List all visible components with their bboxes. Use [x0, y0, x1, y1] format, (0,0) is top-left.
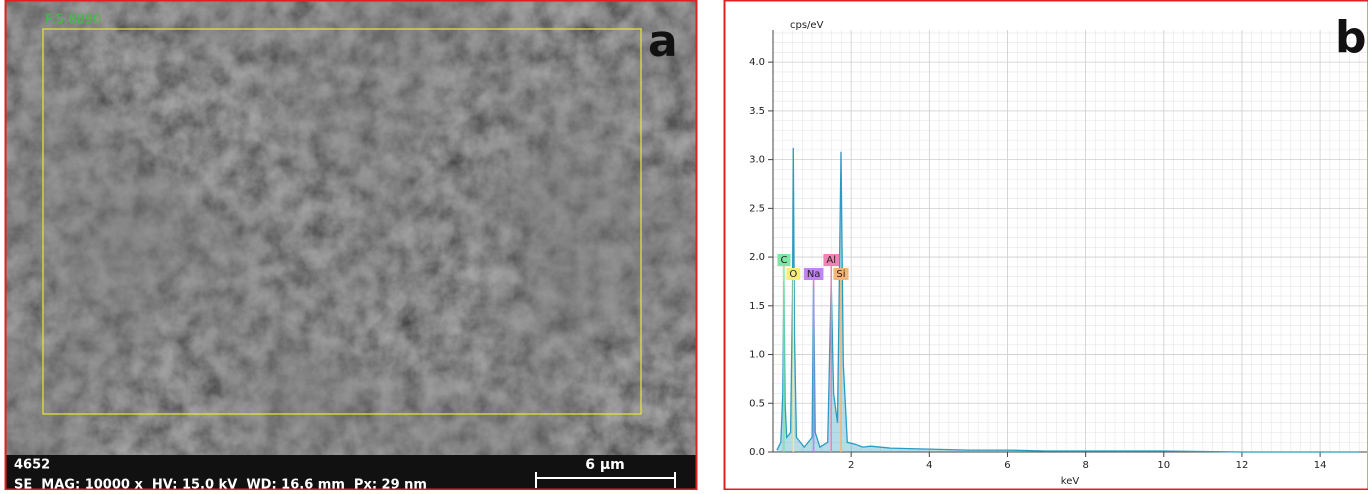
- scale-bar-label: 6 µm: [585, 457, 625, 473]
- y-tick-label: 2.0: [749, 252, 765, 263]
- y-tick-label: 0.5: [749, 398, 765, 409]
- y-tick-label: 4.0: [749, 57, 765, 68]
- figure: F:5.8890 a 4652 SE MAG: 10000 x HV: 15.0…: [0, 0, 1368, 490]
- y-tick-label: 3.5: [749, 106, 765, 117]
- y-tick-label: 1.0: [749, 350, 765, 361]
- x-tick-label: 12: [1236, 460, 1249, 471]
- image-id: 4652: [14, 458, 50, 473]
- element-label: Na: [807, 269, 821, 280]
- element-label: C: [780, 255, 787, 266]
- x-tick-label: 8: [1082, 460, 1088, 471]
- y-axis-label: cps/eV: [790, 20, 824, 31]
- page: F:5.8890 a 4652 SE MAG: 10000 x HV: 15.0…: [0, 0, 1368, 490]
- element-label: O: [789, 269, 797, 280]
- image-info: SE MAG: 10000 x HV: 15.0 kV WD: 16.6 mm …: [14, 478, 427, 491]
- x-tick-label: 4: [926, 460, 932, 471]
- element-label: Al: [826, 255, 836, 266]
- sem-image: F:5.8890 a 4652 SE MAG: 10000 x HV: 15.0…: [6, 1, 696, 490]
- element-label: Si: [836, 269, 845, 280]
- y-tick-label: 1.5: [749, 301, 765, 312]
- x-axis-label: keV: [1061, 476, 1080, 487]
- x-tick-label: 14: [1314, 460, 1327, 471]
- x-tick-label: 2: [848, 460, 854, 471]
- y-tick-label: 2.5: [749, 203, 765, 214]
- panel-label: a: [648, 16, 678, 67]
- region-label: F:5.8890: [45, 13, 101, 28]
- x-tick-label: 10: [1157, 460, 1170, 471]
- panel-label: b: [1335, 12, 1367, 63]
- y-tick-label: 3.0: [749, 155, 765, 166]
- x-tick-label: 6: [1004, 460, 1010, 471]
- y-tick-label: 0.0: [749, 447, 765, 458]
